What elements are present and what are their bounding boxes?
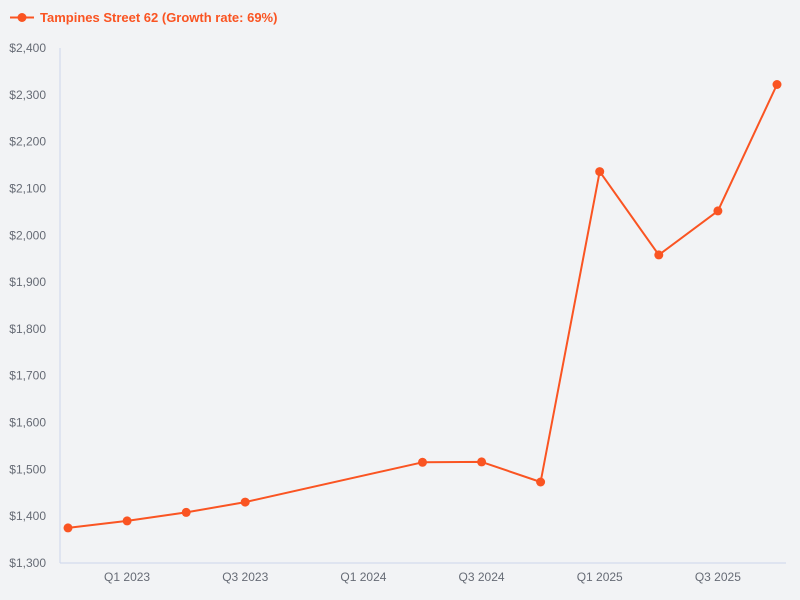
data-point[interactable] bbox=[122, 516, 132, 526]
data-point[interactable] bbox=[772, 80, 782, 89]
y-axis-label: $1,800 bbox=[9, 322, 46, 336]
y-axis-label: $1,500 bbox=[9, 462, 46, 476]
y-axis-label: $2,100 bbox=[9, 181, 46, 195]
x-axis-label: Q1 2025 bbox=[577, 570, 623, 584]
x-axis-label: Q1 2023 bbox=[104, 570, 150, 584]
data-point[interactable] bbox=[477, 457, 487, 467]
x-axis-label: Q3 2024 bbox=[459, 570, 505, 584]
data-point[interactable] bbox=[240, 497, 250, 507]
x-axis-label: Q3 2025 bbox=[695, 570, 741, 584]
x-axis-label: Q3 2023 bbox=[222, 570, 268, 584]
y-axis-label: $1,600 bbox=[9, 416, 46, 430]
data-point[interactable] bbox=[418, 457, 427, 467]
legend-line-marker-icon bbox=[10, 13, 34, 22]
legend-item[interactable]: Tampines Street 62 (Growth rate: 69%) bbox=[10, 10, 277, 25]
y-axis-label: $2,000 bbox=[9, 228, 46, 242]
y-axis-label: $2,300 bbox=[9, 88, 46, 102]
y-axis-label: $1,900 bbox=[9, 275, 46, 289]
data-point[interactable] bbox=[595, 167, 605, 177]
data-point[interactable] bbox=[181, 507, 191, 517]
x-axis-label: Q1 2024 bbox=[340, 570, 386, 584]
data-point[interactable] bbox=[536, 477, 546, 487]
y-axis-label: $2,200 bbox=[9, 135, 46, 149]
data-point[interactable] bbox=[63, 523, 73, 533]
y-axis-label: $1,300 bbox=[9, 556, 46, 570]
y-axis-label: $1,400 bbox=[9, 509, 46, 523]
y-axis-label: $2,400 bbox=[9, 41, 46, 55]
data-point[interactable] bbox=[654, 250, 664, 260]
legend-label: Tampines Street 62 (Growth rate: 69%) bbox=[40, 10, 278, 25]
y-axis-label: $1,700 bbox=[9, 369, 46, 383]
data-point[interactable] bbox=[713, 206, 723, 216]
